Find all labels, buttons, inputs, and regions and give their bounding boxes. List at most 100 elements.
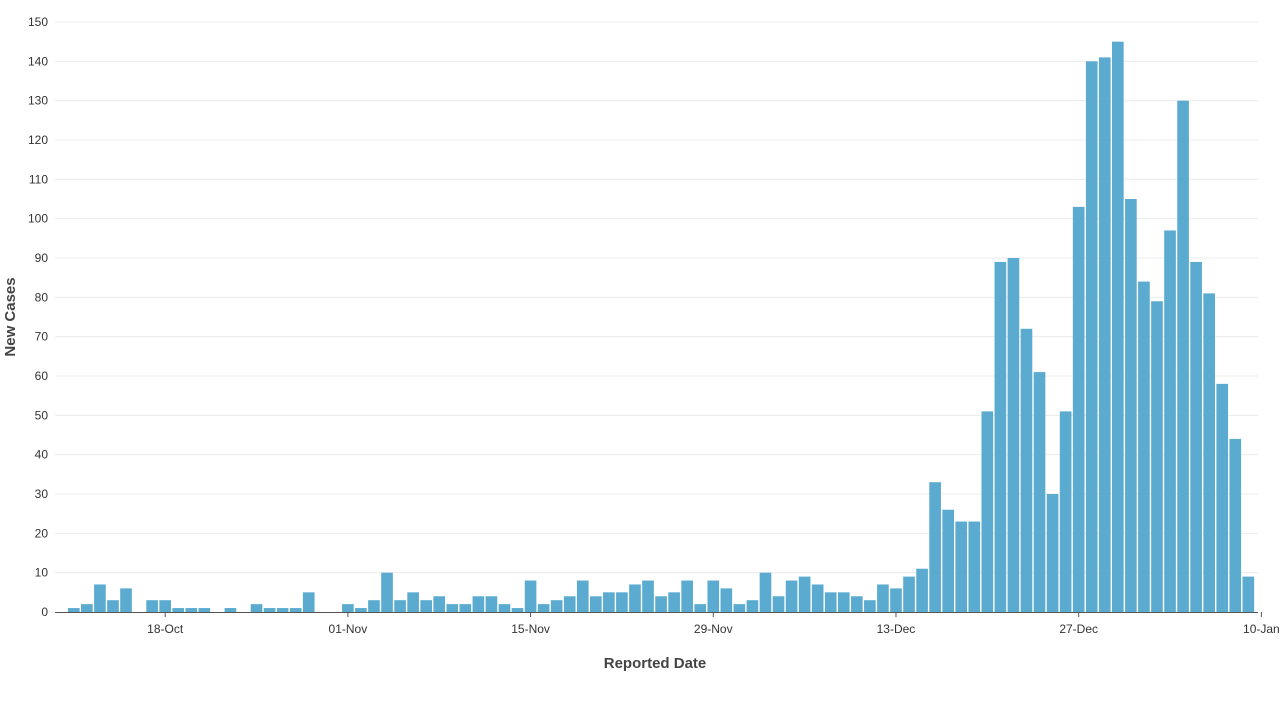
bar	[1229, 438, 1242, 612]
bar	[707, 580, 720, 612]
y-tick-label: 150	[28, 15, 48, 29]
bar	[837, 592, 850, 612]
x-tick-label: 10-Jan	[1243, 622, 1280, 636]
bar	[159, 600, 171, 612]
bar	[1242, 576, 1255, 612]
bar	[394, 600, 406, 612]
bar	[798, 576, 811, 612]
bar	[485, 596, 498, 612]
bar	[694, 604, 707, 612]
bar	[955, 521, 968, 612]
bar	[1125, 199, 1137, 612]
y-tick-label: 110	[29, 172, 48, 186]
bar	[120, 588, 132, 612]
bar	[1098, 57, 1111, 612]
gridlines	[55, 21, 1258, 574]
bar	[720, 588, 733, 612]
bar	[420, 600, 432, 612]
bar	[642, 580, 654, 612]
bar	[824, 592, 837, 612]
bar	[563, 596, 576, 612]
bar	[877, 584, 889, 612]
bar	[355, 608, 367, 612]
bar	[1216, 383, 1229, 612]
bar	[681, 580, 693, 612]
y-tick-label: 50	[35, 408, 49, 422]
bar	[890, 588, 902, 612]
bar	[524, 580, 537, 612]
y-tick-label: 140	[28, 54, 48, 68]
y-tick-label: 0	[41, 605, 48, 619]
bar	[263, 608, 276, 612]
y-axis-title: New Cases	[2, 277, 19, 356]
bar	[668, 592, 680, 612]
bar	[1177, 100, 1189, 613]
bar	[942, 509, 954, 612]
x-tick-label: 15-Nov	[511, 622, 550, 636]
x-tick-label: 18-Oct	[147, 622, 184, 636]
bar	[590, 596, 602, 612]
bar	[342, 604, 354, 612]
bar	[916, 568, 928, 612]
bar	[864, 600, 876, 612]
bar	[1059, 411, 1072, 612]
bar	[733, 604, 746, 612]
bar	[603, 592, 615, 612]
bar	[1085, 61, 1098, 612]
bar	[1164, 230, 1176, 612]
bar	[107, 600, 119, 612]
y-tick-label: 130	[28, 94, 48, 108]
y-tick-label: 20	[35, 526, 49, 540]
bar	[903, 576, 915, 612]
y-tick-label: 30	[35, 487, 49, 501]
y-tick-label: 70	[35, 330, 49, 344]
x-tick-label: 13-Dec	[877, 622, 916, 636]
bar	[472, 596, 485, 612]
bar	[368, 600, 380, 612]
bar	[172, 608, 185, 612]
y-tick-label: 10	[35, 566, 49, 580]
bar	[250, 604, 263, 612]
bar	[968, 521, 981, 612]
bar	[576, 580, 589, 612]
bar	[1033, 372, 1046, 612]
bar	[655, 596, 667, 612]
bar	[81, 604, 93, 612]
bar	[94, 584, 106, 612]
y-tick-label: 80	[35, 290, 49, 304]
bar	[511, 608, 524, 612]
bar	[433, 596, 446, 612]
bar	[772, 596, 785, 612]
bar	[407, 592, 419, 612]
axes: 0 10 20 30 40 50 60 70 80 90 100 110 120 130 140 150 18-…	[28, 15, 1280, 636]
bar	[811, 584, 824, 612]
bar	[550, 600, 563, 612]
bar	[185, 608, 198, 612]
x-tick-label: 29-Nov	[694, 622, 733, 636]
bar	[629, 584, 641, 612]
bar	[1151, 301, 1163, 612]
x-axis-title: Reported Date	[604, 655, 707, 672]
x-tick-label: 27-Dec	[1059, 622, 1098, 636]
y-tick-label: 100	[28, 212, 48, 226]
bar	[746, 600, 759, 612]
bar	[1112, 41, 1124, 613]
bar	[198, 608, 211, 612]
bar	[459, 604, 472, 612]
bar	[224, 608, 237, 612]
bar	[1203, 293, 1215, 612]
bar	[381, 572, 393, 612]
y-tick-label: 40	[35, 448, 49, 462]
bar	[1007, 258, 1020, 612]
bar	[616, 592, 628, 612]
bar	[1190, 261, 1202, 612]
bar	[289, 608, 302, 612]
y-tick-label: 90	[35, 251, 49, 265]
y-tick-label: 60	[35, 369, 49, 383]
bar	[851, 596, 863, 612]
bar	[276, 608, 289, 612]
bars	[68, 41, 1255, 613]
bar	[1046, 494, 1059, 612]
bar	[302, 592, 315, 612]
